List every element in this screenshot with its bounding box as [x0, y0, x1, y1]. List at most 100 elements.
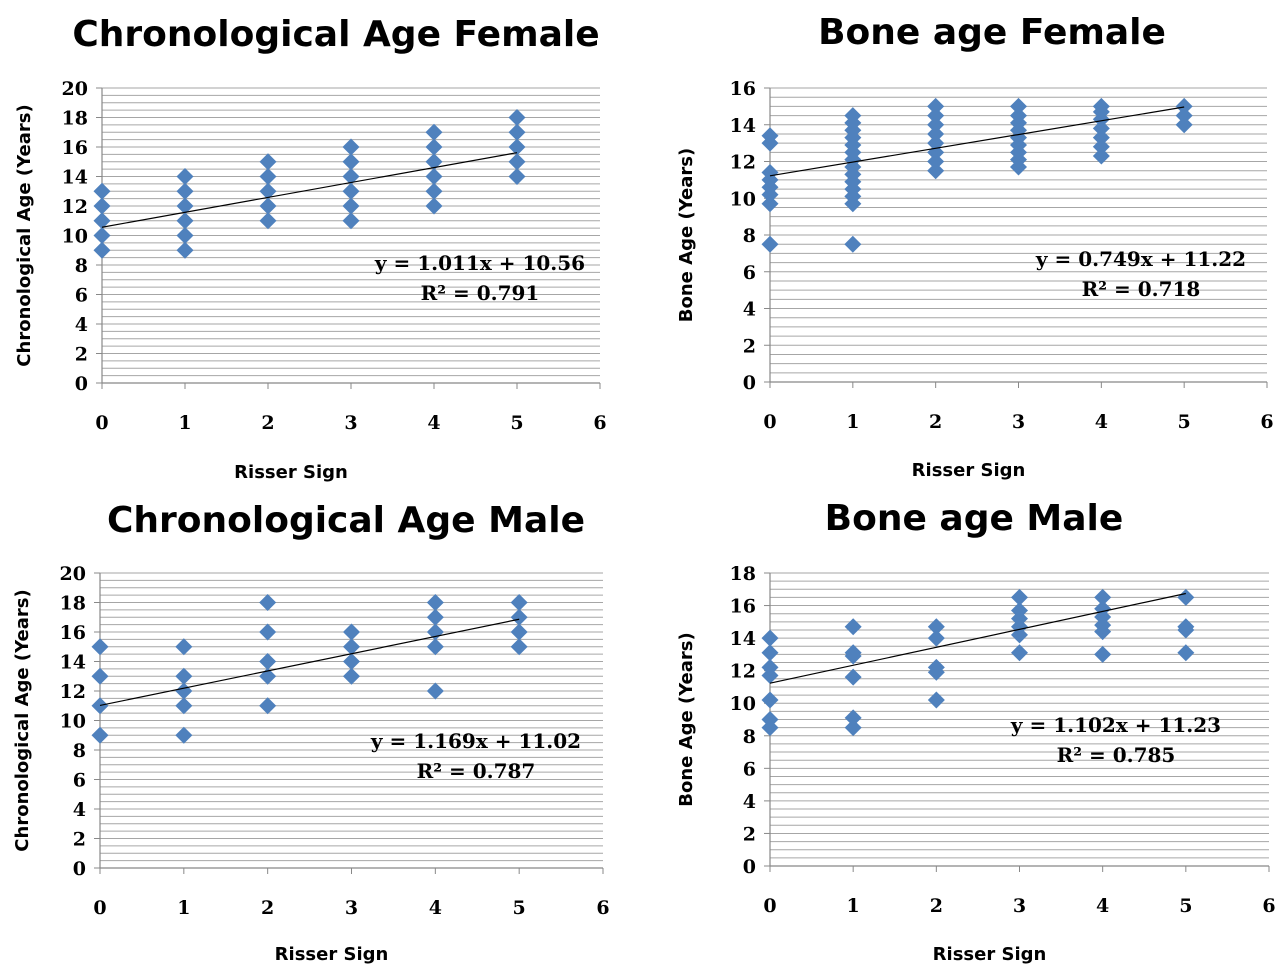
data-point	[342, 168, 360, 185]
y-tick-label: 0	[73, 858, 86, 880]
data-point	[342, 197, 360, 215]
trendline-r-squared: R² = 0.718	[1082, 277, 1201, 301]
y-tick-label: 4	[73, 799, 86, 821]
x-tick-label: 4	[427, 412, 440, 434]
data-point	[1092, 97, 1110, 115]
data-point	[425, 138, 443, 156]
data-points	[93, 109, 526, 259]
gridlines	[102, 87, 600, 377]
data-point	[1175, 97, 1193, 115]
data-point	[761, 658, 779, 676]
data-point	[508, 138, 526, 156]
data-point	[510, 623, 528, 641]
x-tick-label: 5	[510, 412, 523, 434]
y-tick-label: 18	[730, 563, 756, 585]
data-point	[1094, 600, 1112, 618]
chart-panel-chronological-age-male: 0 2 4 6 8 10 12 14 16 18 20 0 1 2 3 4 5 6 Chronological Ag…	[0, 482, 640, 964]
data-point	[425, 182, 443, 200]
chart-panel-bone-age-male: 0 2 4 6 8 10 12 14 16 18 0 1 2 3 4 5 6 Bone age Male Bone …	[660, 482, 1276, 964]
x-tick-label: 4	[429, 897, 442, 919]
data-point	[176, 241, 194, 259]
chart-title: Chronological Age Female	[72, 14, 599, 55]
data-point	[927, 658, 945, 676]
data-point	[761, 691, 779, 709]
data-point	[844, 644, 862, 662]
y-tick-label: 16	[730, 596, 756, 618]
data-point	[93, 241, 111, 259]
data-point	[761, 644, 779, 662]
x-tick-label: 3	[344, 412, 357, 434]
y-tick-label: 6	[73, 770, 86, 792]
y-tick-label: 8	[743, 726, 756, 748]
data-point	[927, 629, 945, 647]
data-point	[259, 697, 277, 715]
data-point	[761, 235, 779, 253]
data-point	[1011, 601, 1028, 619]
trendline	[101, 152, 518, 228]
data-point	[1177, 618, 1195, 636]
data-point	[93, 227, 111, 244]
y-tick-label: 10	[730, 693, 756, 715]
y-tick-label: 18	[60, 593, 86, 615]
data-point	[927, 97, 945, 115]
data-point	[343, 667, 360, 685]
data-point	[259, 168, 277, 185]
x-tick-label: 0	[95, 412, 108, 434]
x-tick-label: 3	[1012, 411, 1025, 433]
y-tick-label: 6	[743, 758, 756, 780]
y-tick-label: 2	[73, 829, 86, 851]
trendline-r-squared: R² = 0.785	[1057, 743, 1176, 767]
data-point	[761, 711, 779, 728]
x-tick-label: 2	[930, 895, 943, 917]
data-point	[510, 638, 528, 656]
chart-panel-bone-age-female: 0 2 4 6 8 10 12 14 16 0 1 2 3 4 5 6 Bone age Female Bone …	[660, 0, 1276, 482]
y-tick-label: 12	[62, 196, 88, 218]
data-point	[510, 608, 528, 626]
y-axis-label: Chronological Age (Years)	[12, 589, 33, 851]
x-axis-label: Risser Sign	[933, 944, 1047, 964]
chart-title: Chronological Age Male	[107, 500, 585, 541]
y-tick-label: 6	[75, 285, 88, 307]
data-point	[259, 153, 277, 171]
y-tick-label: 16	[60, 622, 86, 644]
data-points	[761, 588, 1195, 737]
y-tick-label: 8	[75, 255, 88, 277]
data-point	[927, 691, 945, 709]
data-point	[175, 682, 193, 700]
data-point	[844, 235, 862, 253]
data-point	[1010, 107, 1027, 125]
data-points	[91, 594, 528, 744]
data-point	[426, 608, 444, 626]
y-tick-label: 4	[743, 299, 756, 321]
x-tick-label: 6	[1260, 411, 1273, 433]
data-point	[93, 212, 111, 230]
data-point	[259, 653, 277, 670]
data-point	[426, 594, 444, 611]
data-point	[425, 153, 443, 171]
y-tick-label: 8	[743, 225, 756, 247]
data-point	[342, 212, 360, 230]
y-tick-label: 10	[60, 711, 86, 733]
data-point	[1092, 119, 1110, 137]
data-point	[927, 618, 945, 636]
data-point	[259, 212, 277, 230]
trendline-equation: y = 0.749x + 11.22	[1035, 247, 1246, 271]
y-axis-label: Chronological Age (Years)	[14, 104, 35, 366]
data-point	[1010, 97, 1027, 115]
chart-title: Bone age Female	[818, 12, 1166, 53]
y-tick-label: 12	[730, 661, 756, 683]
data-point	[1092, 129, 1110, 147]
data-point	[1092, 138, 1110, 156]
data-point	[1177, 644, 1195, 662]
x-tick-label: 0	[763, 895, 776, 917]
y-tick-label: 16	[730, 78, 756, 100]
data-point	[1092, 147, 1110, 165]
data-point	[425, 168, 443, 185]
y-tick-label: 14	[62, 167, 88, 189]
x-tick-label: 2	[261, 412, 274, 434]
trendline-r-squared: R² = 0.787	[417, 759, 536, 783]
data-point	[1094, 588, 1112, 606]
data-point	[91, 638, 109, 656]
